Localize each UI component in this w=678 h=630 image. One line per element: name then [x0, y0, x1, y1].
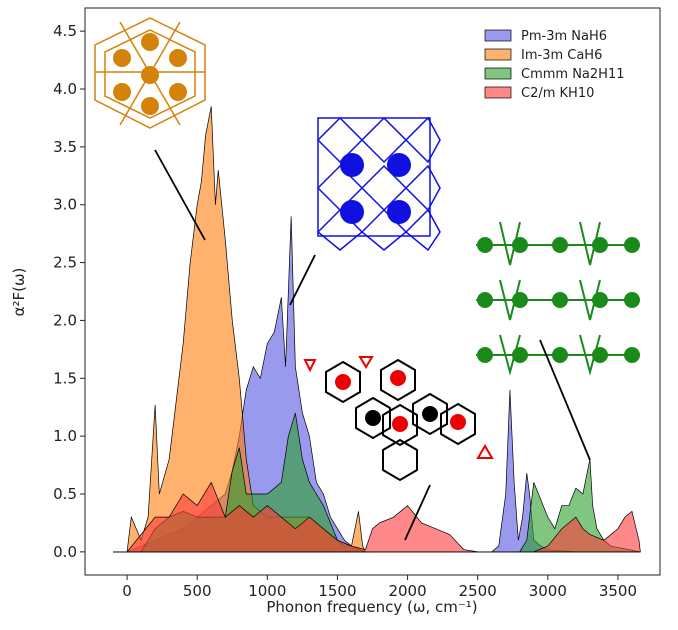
legend-swatch: [484, 29, 512, 42]
legend-swatch: [484, 86, 512, 99]
plot-frame: [84, 7, 661, 576]
legend: Pm-3m NaH6 Im-3m CaH6 Cmmm Na2H11 C2/m KH10: [484, 29, 624, 101]
x-tick-label: 0: [122, 582, 132, 600]
y-tick-label: 0.5: [53, 485, 77, 503]
y-tick-label: 3.0: [53, 196, 77, 214]
y-tick-label: 4.5: [53, 22, 77, 40]
x-tick-label: 3500: [599, 582, 637, 600]
y-tick-label: 0.0: [53, 543, 77, 561]
inset-na2h11: [476, 221, 640, 376]
x-tick-label: 2500: [459, 582, 497, 600]
pointer: [154, 149, 206, 241]
y-tick-label: 2.5: [53, 254, 77, 272]
legend-swatch: [484, 48, 512, 61]
y-tick-label: 1.0: [53, 427, 77, 445]
y-tick-label: 3.5: [53, 138, 77, 156]
plot-area: [113, 106, 641, 553]
legend-label: Im-3m CaH6: [521, 48, 602, 63]
pointer: [404, 484, 431, 541]
pointer: [539, 339, 591, 461]
legend-swatch: [484, 67, 512, 80]
pointer: [289, 254, 316, 306]
area: [113, 481, 641, 553]
y-tick-label: 1.5: [53, 369, 77, 387]
inset-nah6: [316, 116, 441, 252]
x-tick-label: 2000: [388, 582, 426, 600]
x-axis-label: Phonon frequency (ω, cm⁻¹): [266, 598, 477, 616]
legend-label: Cmmm Na2H11: [521, 67, 624, 82]
x-tick-label: 500: [183, 582, 212, 600]
y-axis-label: α²F(ω): [10, 268, 28, 317]
x-tick-label: 1500: [318, 582, 356, 600]
legend-label: C2/m KH10: [521, 86, 594, 101]
legend-label: Pm-3m NaH6: [521, 29, 607, 44]
y-tick-label: 4.0: [53, 80, 77, 98]
inset-kh10: [303, 356, 494, 482]
x-tick-label: 3000: [529, 582, 567, 600]
y-tick-label: 2.0: [53, 311, 77, 329]
x-tick-label: 1000: [248, 582, 286, 600]
inset-cah6: [94, 17, 206, 129]
